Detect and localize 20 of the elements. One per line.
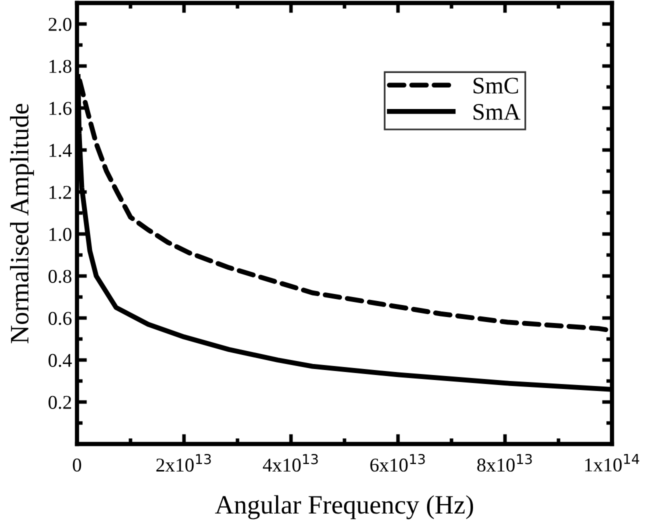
x-tick-label: 6x10$^{13}$ xyxy=(370,454,425,472)
x-tick-label: 8x10$^{13}$ xyxy=(477,454,532,472)
y-tick-label: 0.4 xyxy=(48,354,72,368)
legend-label: SmC xyxy=(474,78,518,94)
x-tick-label: 2x10$^{13}$ xyxy=(156,454,211,472)
y-tick-label: 2.0 xyxy=(48,18,72,32)
y-tick-label: 1.6 xyxy=(50,102,72,116)
y-tick-label: 1.4 xyxy=(50,144,72,158)
x-tick-label: 4x10$^{13}$ xyxy=(262,454,318,472)
y-tick-label: 0.6 xyxy=(48,312,72,326)
y-axis-title: Normalised Amplitude xyxy=(10,104,34,344)
x-axis-title: Angular Frequency (Hz) xyxy=(215,495,474,520)
y-tick-label: 1.0 xyxy=(50,228,72,242)
y-tick-label: 1.2 xyxy=(50,186,72,200)
x-tick-label: 1x10$^{14}$ xyxy=(585,454,640,472)
legend-label: SmA xyxy=(474,104,520,120)
y-tick-label: 1.8 xyxy=(50,60,72,74)
y-tick-label: 0.2 xyxy=(48,396,72,410)
x-tick-label: 0 xyxy=(72,458,82,472)
y-tick-label: 0.8 xyxy=(48,270,72,284)
